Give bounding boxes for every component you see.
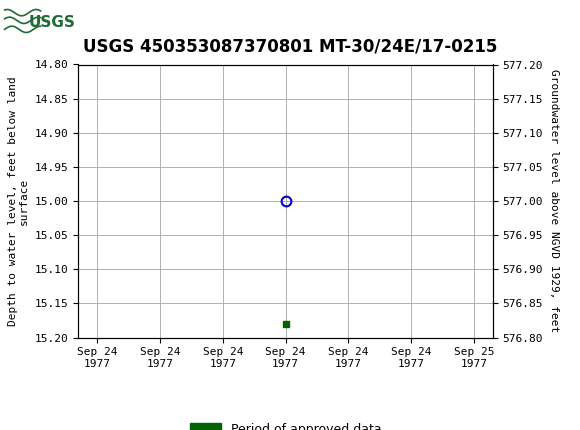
- Text: USGS 450353087370801 MT-30/24E/17-0215: USGS 450353087370801 MT-30/24E/17-0215: [83, 37, 497, 55]
- Bar: [3, 3, 72, 42]
- Y-axis label: Groundwater level above NGVD 1929, feet: Groundwater level above NGVD 1929, feet: [549, 69, 559, 333]
- Y-axis label: Depth to water level, feet below land
surface: Depth to water level, feet below land su…: [8, 76, 29, 326]
- Text: USGS: USGS: [29, 15, 75, 30]
- Legend: Period of approved data: Period of approved data: [184, 418, 387, 430]
